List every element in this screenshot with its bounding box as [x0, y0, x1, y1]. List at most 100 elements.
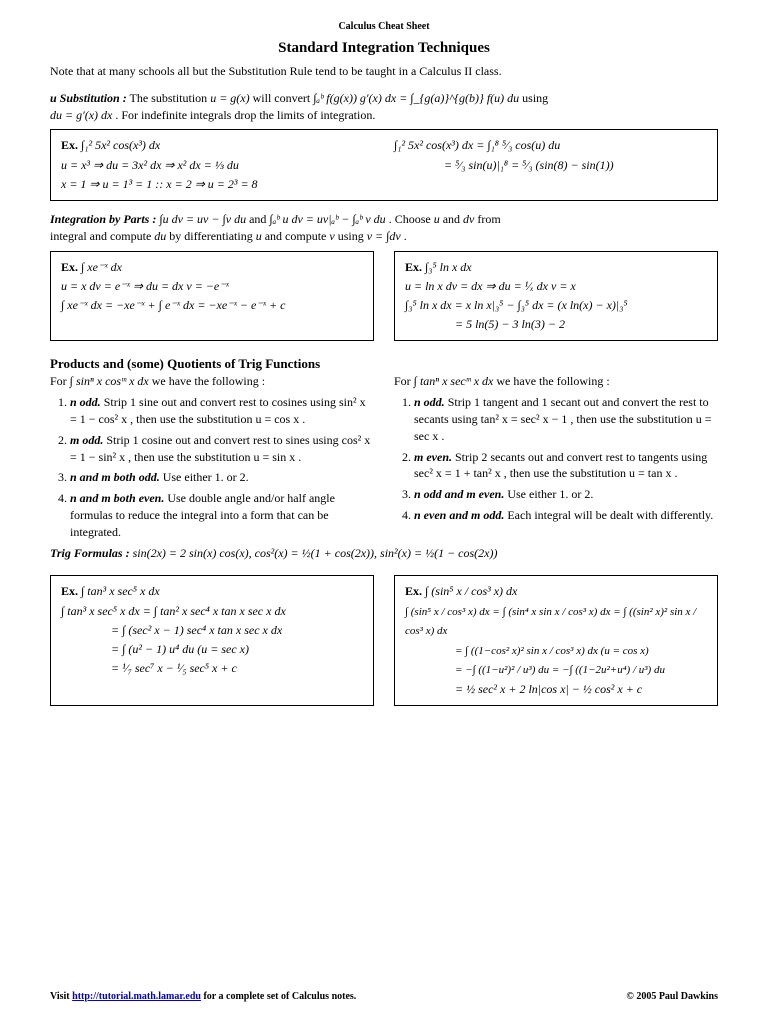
trig-l2: m odd. Strip 1 cosine out and convert re… — [70, 432, 374, 466]
usub-t3: using — [522, 91, 548, 105]
trig-formulas: sin(2x) = 2 sin(x) cos(x), cos²(x) = ½(1… — [133, 546, 498, 560]
ibp-u2: u — [256, 229, 262, 243]
example-box-3r: Ex. ∫ (sin⁵ x / cos³ x) dx ∫ (sin⁵ x / c… — [394, 575, 718, 706]
usub-t1: The substitution — [130, 91, 211, 105]
page-footer: Visit http://tutorial.math.lamar.edu for… — [50, 990, 718, 1004]
trig-r4: n even and m odd. Each integral will be … — [414, 507, 718, 524]
trig-rf: ∫ tanⁿ x secᵐ x dx — [414, 374, 494, 388]
ibp-l2d: using — [338, 229, 367, 243]
trig-r2: m even. Strip 2 secants out and convert … — [414, 449, 718, 483]
ibp-t1: . Choose — [389, 212, 434, 226]
usub-f2: ∫ₐᵇ f(g(x)) g′(x) dx = ∫_{g(a)}^{g(b)} f… — [313, 91, 519, 105]
usub-f1: u = g(x) — [210, 91, 249, 105]
ex-label-2l: Ex. — [61, 260, 78, 274]
box3l-l1: ∫ tan³ x sec⁵ x dx — [81, 584, 160, 598]
trig-l4: n and m both even. Use double angle and/… — [70, 490, 374, 540]
trig-l1: n odd. Strip 1 sine out and convert rest… — [70, 394, 374, 428]
ex-label: Ex. — [61, 138, 78, 152]
box1-l3: x = 1 ⇒ u = 1³ = 1 :: x = 2 ⇒ u = 2³ = 8 — [61, 177, 258, 191]
ibp-du: du — [154, 229, 166, 243]
box3r-l2: ∫ (sin⁵ x / cos³ x) dx = ∫ (sin⁴ x sin x… — [405, 606, 696, 638]
box3l-l4: = ∫ (u² − 1) u⁴ du (u = sec x) — [61, 642, 249, 656]
usub-t2: will convert — [253, 91, 314, 105]
box3l-l5: = ¹⁄₇ sec⁷ x − ¹⁄₅ sec⁵ x + c — [61, 661, 237, 675]
box2r-l2: u = ln x dv = dx ⇒ du = ¹⁄ₓ dx v = x — [405, 279, 576, 293]
box2r-l3: ∫₃⁵ ln x dx = x ln x|₃⁵ − ∫₃⁵ dx = (x ln… — [405, 298, 628, 312]
box1-l1: ∫₁² 5x² cos(x³) dx — [81, 138, 160, 152]
ibp-t2: and — [443, 212, 463, 226]
box1-l2: u = x³ ⇒ du = 3x² dx ⇒ x² dx = ⅓ du — [61, 158, 239, 172]
trig-right-list: n odd. Strip 1 tangent and 1 secant out … — [394, 394, 718, 524]
example-box-2r: Ex. ∫₃⁵ ln x dx u = ln x dv = dx ⇒ du = … — [394, 251, 718, 342]
box3l-l2: ∫ tan³ x sec⁵ x dx = ∫ tan² x sec⁴ x tan… — [61, 604, 286, 618]
page: Calculus Cheat Sheet Standard Integratio… — [0, 0, 768, 1024]
trig-columns: For ∫ sinⁿ x cosᵐ x dx we have the follo… — [50, 373, 718, 544]
ibp-l2c: and compute — [265, 229, 330, 243]
ex-label-3r: Ex. — [405, 584, 422, 598]
box3r-l4: = −∫ ((1−u²)² / u³) du = −∫ ((1−2u²+u⁴) … — [405, 664, 665, 676]
footer-left: Visit http://tutorial.math.lamar.edu for… — [50, 990, 356, 1004]
trig-r3t: Use either 1. or 2. — [507, 487, 593, 501]
ibp-dv: dv — [463, 212, 474, 226]
trig-r1b: n odd. — [414, 395, 445, 409]
ibp-t3: from — [477, 212, 500, 226]
trig-li2: we have the following : — [152, 374, 265, 388]
ibp-and: and — [249, 212, 269, 226]
trig-right: For ∫ tanⁿ x secᵐ x dx we have the follo… — [394, 373, 718, 544]
trig-formulas-line: Trig Formulas : sin(2x) = 2 sin(x) cos(x… — [50, 545, 718, 562]
ibp-label: Integration by Parts : — [50, 212, 156, 226]
ex-label-2r: Ex. — [405, 260, 422, 274]
trig-r2t: Strip 2 secants out and convert rest to … — [414, 450, 707, 481]
box2l-l2: u = x dv = e⁻ˣ ⇒ du = dx v = −e⁻ˣ — [61, 279, 229, 293]
ex-label-3l: Ex. — [61, 584, 78, 598]
page-title: Standard Integration Techniques — [50, 38, 718, 59]
trig-heading: Products and (some) Quotients of Trig Fu… — [50, 355, 718, 373]
ibp-u: u — [434, 212, 440, 226]
intro-text: Note that at many schools all but the Su… — [50, 63, 718, 80]
example-box-1: Ex. ∫₁² 5x² cos(x³) dx u = x³ ⇒ du = 3x²… — [50, 129, 718, 201]
footer-l1: Visit — [50, 991, 72, 1002]
trig-li1: For — [50, 374, 70, 388]
box2r-l1: ∫₃⁵ ln x dx — [425, 260, 472, 274]
trig-l4b: n and m both even. — [70, 491, 164, 505]
footer-l2: for a complete set of Calculus notes. — [201, 991, 356, 1002]
ibp-f2: ∫ₐᵇ u dv = uv|ₐᵇ − ∫ₐᵇ v du — [269, 212, 385, 226]
usub-section: u Substitution : The substitution u = g(… — [50, 90, 718, 124]
trig-l3t: Use either 1. or 2. — [163, 470, 249, 484]
usub-l2b: . For indefinite integrals drop the limi… — [115, 108, 375, 122]
ibp-v: v — [329, 229, 334, 243]
trig-ri1: For — [394, 374, 414, 388]
example-box-2l: Ex. ∫ xe⁻ˣ dx u = x dv = e⁻ˣ ⇒ du = dx v… — [50, 251, 374, 342]
box1-left: Ex. ∫₁² 5x² cos(x³) dx u = x³ ⇒ du = 3x²… — [61, 136, 374, 194]
example-box-3l: Ex. ∫ tan³ x sec⁵ x dx ∫ tan³ x sec⁵ x d… — [50, 575, 374, 706]
box3l-l3: = ∫ (sec² x − 1) sec⁴ x tan x sec x dx — [61, 623, 282, 637]
trig-l2b: m odd. — [70, 433, 103, 447]
usub-l2a: du = g′(x) dx — [50, 108, 112, 122]
trig-formulas-label: Trig Formulas : — [50, 546, 133, 560]
ibp-f1: ∫u dv = uv − ∫v du — [159, 212, 246, 226]
header-small: Calculus Cheat Sheet — [50, 20, 718, 34]
trig-l1t: Strip 1 sine out and convert rest to cos… — [70, 395, 366, 426]
trig-r1t: Strip 1 tangent and 1 secant out and con… — [414, 395, 711, 443]
trig-left: For ∫ sinⁿ x cosᵐ x dx we have the follo… — [50, 373, 374, 544]
trig-r3b: n odd and m even. — [414, 487, 504, 501]
trig-r3: n odd and m even. Use either 1. or 2. — [414, 486, 718, 503]
trig-left-list: n odd. Strip 1 sine out and convert rest… — [50, 394, 374, 540]
trig-lf: ∫ sinⁿ x cosᵐ x dx — [70, 374, 149, 388]
ibp-l2a: integral and compute — [50, 229, 154, 243]
box3r-l3: = ∫ ((1−cos² x)² sin x / cos³ x) dx (u =… — [405, 645, 649, 657]
ibp-f3: v = ∫dv — [367, 229, 401, 243]
footer-link[interactable]: http://tutorial.math.lamar.edu — [72, 991, 201, 1002]
box3r-l5: = ½ sec² x + 2 ln|cos x| − ½ cos² x + c — [405, 682, 642, 696]
box2r-l4: = 5 ln(5) − 3 ln(3) − 2 — [405, 317, 565, 331]
box1-right: ∫₁² 5x² cos(x³) dx = ∫₁⁸ ⁵⁄₃ cos(u) du =… — [394, 136, 707, 194]
trig-r4b: n even and m odd. — [414, 508, 504, 522]
usub-label: u Substitution : — [50, 91, 127, 105]
trig-ri2: we have the following : — [496, 374, 609, 388]
box2l-l3: ∫ xe⁻ˣ dx = −xe⁻ˣ + ∫ e⁻ˣ dx = −xe⁻ˣ − e… — [61, 298, 285, 312]
box3r-l1: ∫ (sin⁵ x / cos³ x) dx — [425, 584, 517, 598]
trig-r2b: m even. — [414, 450, 452, 464]
footer-right: © 2005 Paul Dawkins — [626, 990, 718, 1004]
trig-r4t: Each integral will be dealt with differe… — [507, 508, 713, 522]
ibp-section: Integration by Parts : ∫u dv = uv − ∫v d… — [50, 211, 718, 245]
